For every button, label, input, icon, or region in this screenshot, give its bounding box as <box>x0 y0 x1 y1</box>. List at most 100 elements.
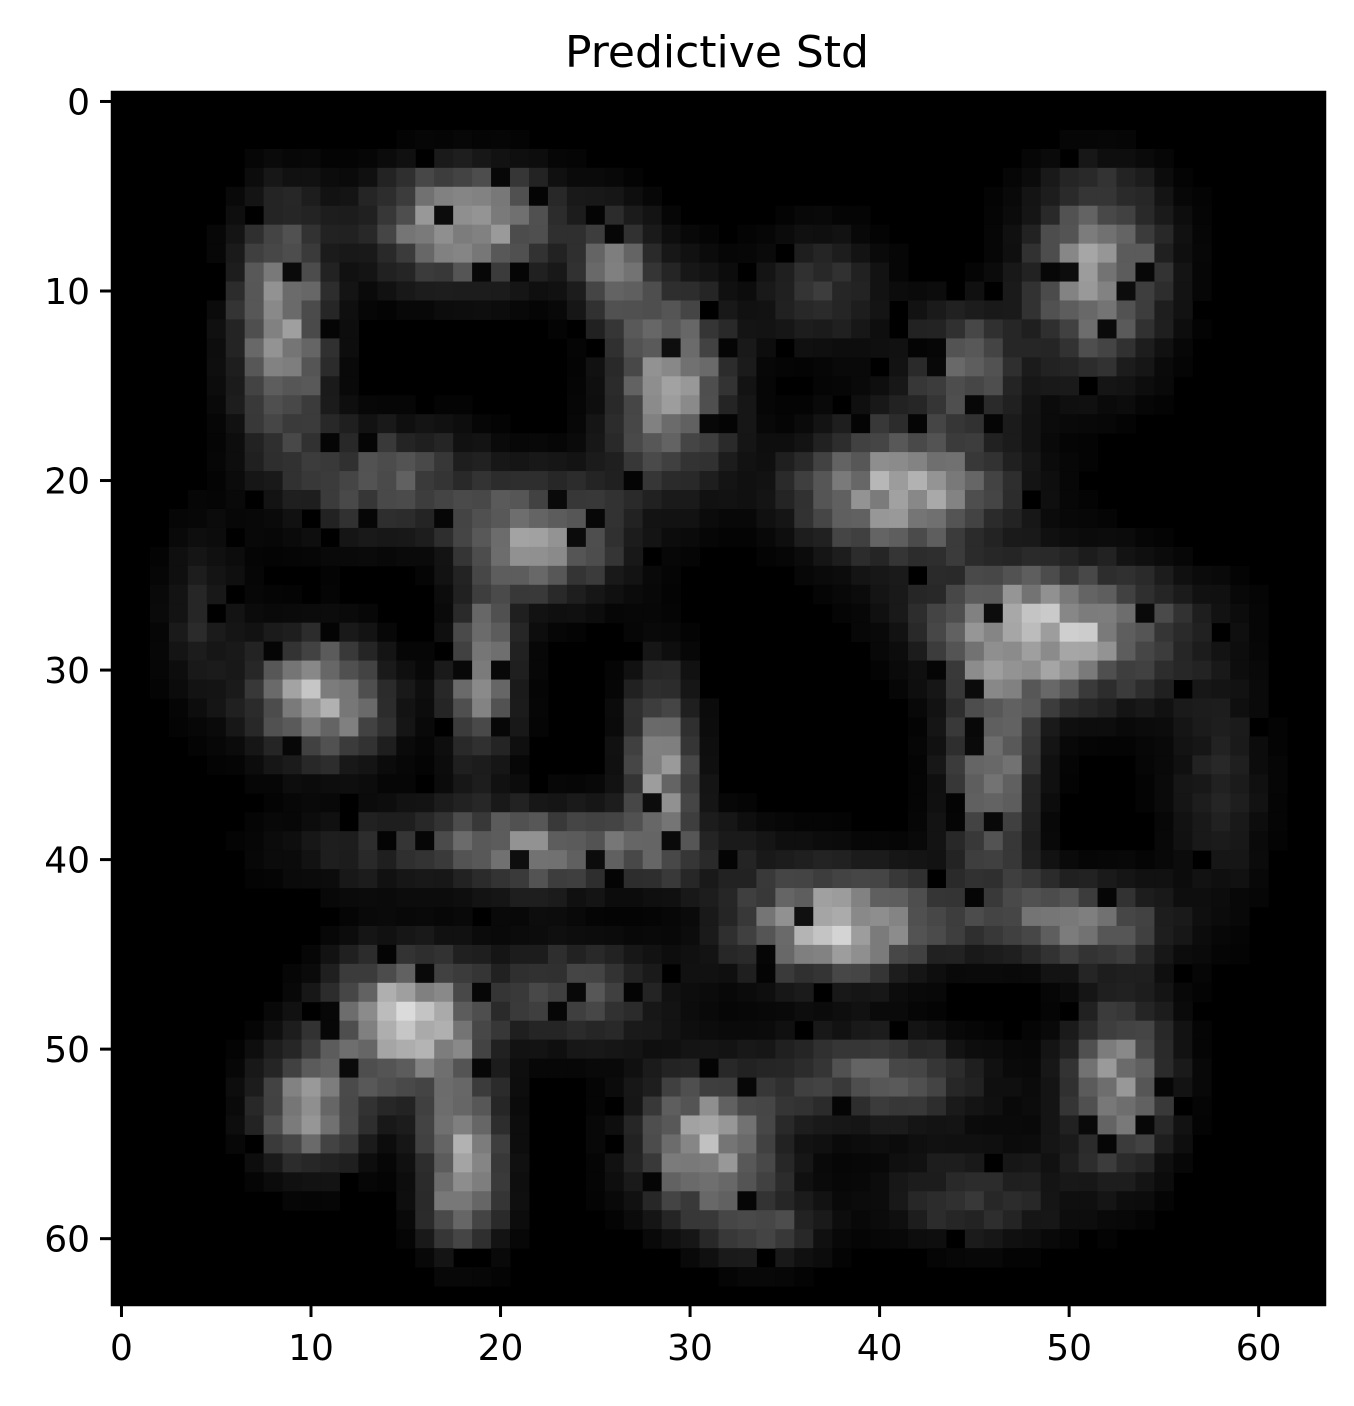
heatmap-cell <box>472 793 492 813</box>
heatmap-cell <box>604 1077 625 1098</box>
heatmap-cell <box>964 281 985 301</box>
heatmap-cell <box>510 603 530 624</box>
heatmap-cell <box>453 622 473 643</box>
heatmap-cell <box>1173 774 1193 794</box>
heatmap-cell <box>680 1248 701 1268</box>
heatmap-cell <box>737 471 757 491</box>
heatmap-cell <box>1135 565 1155 586</box>
heatmap-cell <box>964 300 985 320</box>
heatmap-cell <box>377 1058 397 1079</box>
heatmap-cell <box>528 584 549 605</box>
heatmap-cell <box>453 186 473 207</box>
heatmap-cell <box>339 869 359 889</box>
heatmap-cell <box>1173 831 1193 851</box>
heatmap-cell <box>434 129 454 150</box>
heatmap-cell <box>756 925 776 946</box>
heatmap-cell <box>1211 850 1231 870</box>
x-tick-label: 60 <box>1236 1328 1282 1369</box>
heatmap-cell <box>983 1058 1004 1079</box>
heatmap-cell <box>1021 584 1042 605</box>
heatmap-cell <box>263 224 284 245</box>
heatmap-cell <box>528 679 549 699</box>
heatmap-cell <box>225 281 246 301</box>
heatmap-cell <box>964 319 985 339</box>
heatmap-cell <box>661 1172 682 1192</box>
heatmap-cell <box>301 1172 321 1192</box>
heatmap-cell <box>661 888 682 908</box>
heatmap-cell <box>358 433 378 453</box>
heatmap-cell <box>453 1039 473 1060</box>
heatmap-cell <box>566 565 587 586</box>
heatmap-cell <box>775 1153 795 1173</box>
heatmap-cell <box>604 850 625 870</box>
heatmap-cell <box>472 1058 492 1079</box>
x-tick-label: 10 <box>288 1328 334 1369</box>
heatmap-cell <box>1116 679 1136 699</box>
heatmap-cell <box>964 963 985 984</box>
heatmap-cell <box>926 963 947 984</box>
chart-title: Predictive Std <box>565 27 869 78</box>
heatmap-cell <box>851 584 871 605</box>
heatmap-cell <box>1249 812 1269 832</box>
heatmap-cell <box>1154 793 1174 813</box>
heatmap-cell <box>396 262 416 283</box>
heatmap-cell <box>756 414 776 434</box>
heatmap-cell <box>851 300 871 320</box>
heatmap-cell <box>528 471 549 491</box>
heatmap-cell <box>1173 1001 1193 1022</box>
heatmap-cell <box>434 1210 454 1230</box>
heatmap-cell <box>225 698 246 718</box>
heatmap-cell <box>1192 944 1212 965</box>
heatmap-cell <box>870 1210 890 1230</box>
heatmap-cell <box>623 1134 644 1154</box>
heatmap-cell <box>377 527 397 548</box>
heatmap-cell <box>699 736 719 756</box>
heatmap-cell <box>396 148 416 169</box>
heatmap-cell <box>1154 1134 1174 1154</box>
heatmap-cell <box>396 527 416 548</box>
heatmap-cell <box>206 527 227 548</box>
heatmap-cell <box>737 850 757 870</box>
heatmap-cell <box>415 1229 435 1249</box>
heatmap-cell <box>1040 490 1061 510</box>
heatmap-cell <box>1116 1096 1136 1116</box>
heatmap-cell <box>604 338 625 358</box>
heatmap-cell <box>1040 281 1061 301</box>
heatmap-cell <box>642 1096 663 1116</box>
heatmap-cell <box>206 565 227 586</box>
heatmap-cell <box>415 1020 435 1041</box>
heatmap-cell <box>661 527 682 548</box>
heatmap-cell <box>585 812 606 832</box>
heatmap-cell <box>339 376 359 396</box>
heatmap-cell <box>396 471 416 491</box>
heatmap-cell <box>889 944 909 965</box>
heatmap-cell <box>699 452 719 472</box>
heatmap-cell <box>718 1115 738 1135</box>
heatmap-cell <box>623 1210 644 1230</box>
heatmap-cell <box>396 546 416 567</box>
heatmap-cell <box>1116 717 1136 737</box>
heatmap-cell <box>813 1134 833 1154</box>
heatmap-cell <box>983 186 1004 207</box>
heatmap-cell <box>453 679 473 699</box>
heatmap-cell <box>642 1172 663 1192</box>
heatmap-cell <box>396 1020 416 1041</box>
heatmap-cell <box>339 167 359 188</box>
heatmap-cell <box>1154 925 1174 946</box>
heatmap-cell <box>775 281 795 301</box>
heatmap-cell <box>1135 869 1155 889</box>
heatmap-cell <box>187 603 208 624</box>
heatmap-cell <box>339 736 359 756</box>
heatmap-cell <box>1230 717 1250 737</box>
heatmap-cell <box>983 205 1004 226</box>
heatmap-cell <box>491 906 511 927</box>
heatmap-cell <box>282 717 303 737</box>
heatmap-cell <box>225 262 246 283</box>
heatmap-cell <box>1211 736 1231 756</box>
heatmap-cell <box>642 508 663 529</box>
heatmap-cell <box>528 963 549 984</box>
heatmap-cell <box>1021 1039 1042 1060</box>
heatmap-cell <box>642 831 663 851</box>
heatmap-cell <box>358 262 378 283</box>
heatmap-cell <box>604 546 625 567</box>
